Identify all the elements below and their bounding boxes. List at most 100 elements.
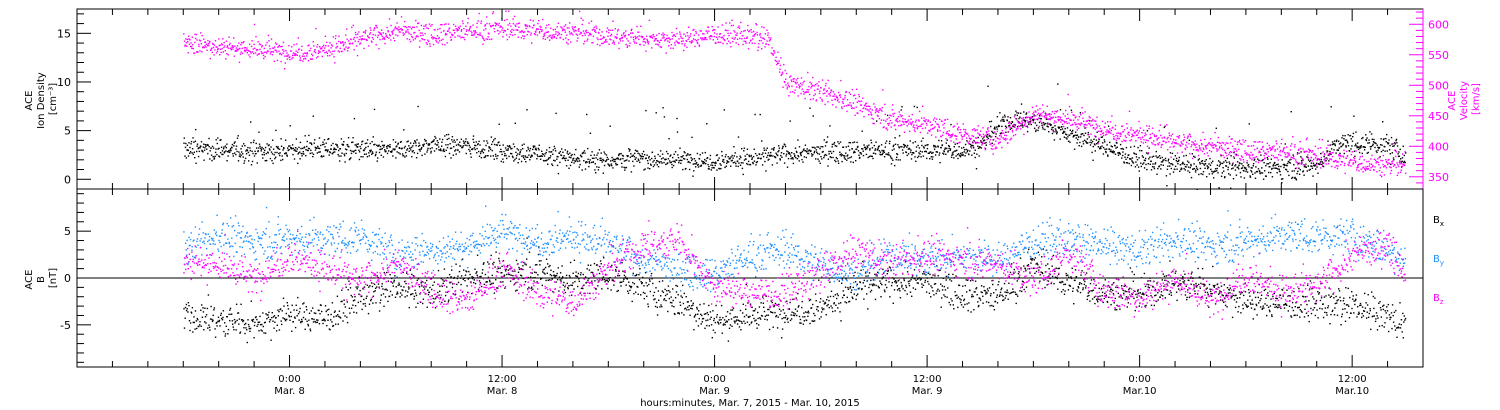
data-point (316, 152, 318, 154)
data-point (658, 41, 661, 44)
data-point (914, 156, 916, 158)
data-point (356, 36, 358, 39)
data-point (223, 152, 225, 154)
data-point (989, 135, 991, 137)
data-point (480, 22, 482, 24)
data-point (1339, 152, 1341, 155)
data-point (692, 163, 694, 165)
data-point (661, 37, 664, 39)
data-point (630, 29, 632, 32)
data-point (690, 33, 692, 35)
data-point (1017, 127, 1019, 130)
data-point (1006, 138, 1008, 140)
data-point (933, 148, 936, 150)
data-point (911, 152, 914, 154)
data-point (1294, 144, 1296, 146)
data-point (1063, 125, 1065, 128)
data-point (1268, 171, 1270, 174)
data-point (520, 160, 523, 163)
data-point (987, 130, 990, 132)
data-point (1172, 171, 1175, 173)
data-point (1075, 134, 1078, 137)
data-point (609, 164, 611, 166)
data-point (884, 142, 887, 144)
data-point (1164, 137, 1166, 139)
data-point (400, 28, 402, 30)
data-point (530, 155, 532, 157)
data-point (1067, 113, 1069, 115)
data-point (772, 54, 774, 56)
data-point (219, 54, 221, 56)
data-point (1107, 130, 1109, 132)
data-point (1205, 159, 1207, 161)
data-point (703, 161, 706, 164)
data-point (1139, 149, 1141, 152)
data-point (607, 158, 610, 160)
data-point (470, 34, 473, 36)
data-point (764, 160, 766, 163)
data-point (1130, 139, 1133, 141)
data-point (1231, 164, 1233, 166)
data-point (1372, 141, 1375, 143)
data-point (578, 28, 580, 30)
data-point (673, 153, 675, 155)
data-point (1032, 119, 1035, 122)
data-point (1000, 136, 1002, 138)
data-point (635, 157, 637, 159)
data-point (870, 113, 872, 115)
data-point (190, 42, 192, 44)
data-point (852, 141, 854, 144)
data-point (872, 118, 875, 120)
data-point (554, 147, 556, 150)
data-point (931, 124, 933, 126)
data-point (574, 160, 577, 163)
data-point (1294, 167, 1297, 170)
data-point (208, 137, 210, 140)
data-point (930, 124, 932, 126)
data-point (408, 145, 410, 147)
data-point (1373, 141, 1376, 144)
data-point (1231, 168, 1233, 170)
data-point (367, 36, 369, 38)
data-point (576, 159, 578, 161)
data-point (1023, 111, 1025, 113)
data-point (739, 32, 742, 34)
data-point (1253, 159, 1255, 161)
data-point (1212, 171, 1214, 173)
data-point (720, 41, 722, 44)
data-point (1308, 169, 1310, 171)
data-point (1259, 151, 1261, 153)
data-point (550, 36, 553, 39)
data-point (659, 150, 662, 152)
data-point (323, 143, 325, 145)
data-point (226, 151, 229, 153)
data-point (556, 26, 558, 28)
data-point (688, 168, 691, 171)
data-point (254, 47, 256, 49)
data-point (647, 43, 649, 45)
data-point (361, 143, 363, 146)
data-point (527, 146, 529, 149)
data-point (761, 153, 763, 156)
data-point (443, 148, 445, 150)
data-point (745, 42, 747, 44)
data-point (976, 153, 978, 155)
data-point (528, 25, 531, 27)
data-point (710, 164, 712, 166)
data-point (849, 157, 851, 159)
data-point (1030, 117, 1032, 120)
data-point (712, 39, 714, 41)
data-point (674, 151, 677, 153)
data-point (335, 35, 337, 37)
data-point (326, 150, 329, 153)
data-point (438, 40, 441, 42)
data-point (1302, 164, 1305, 166)
data-point (960, 131, 962, 134)
data-point (1009, 126, 1012, 128)
data-point (1154, 163, 1156, 165)
data-point (1036, 114, 1039, 116)
data-point (1097, 146, 1099, 148)
data-point (833, 95, 835, 97)
data-point (418, 29, 420, 32)
data-point (877, 111, 880, 113)
